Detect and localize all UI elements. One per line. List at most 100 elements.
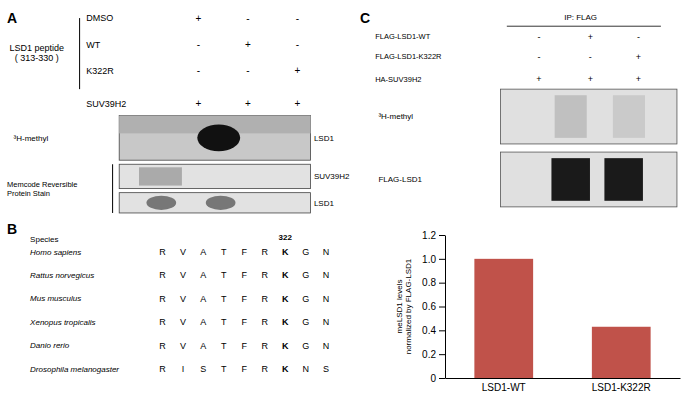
condition-sign: - xyxy=(537,32,540,42)
blot-label: ³H-methyl xyxy=(378,112,413,121)
residue: F xyxy=(242,270,248,280)
row-label: FLAG-LSD1-WT xyxy=(375,32,430,41)
residue: K xyxy=(282,270,289,280)
y-axis-line xyxy=(445,236,446,379)
blot xyxy=(119,116,310,161)
residue: N xyxy=(302,364,309,374)
residue: N xyxy=(323,294,330,304)
residue: S xyxy=(200,364,206,374)
blot xyxy=(119,193,310,213)
y-tick-mark xyxy=(439,235,445,236)
condition-sign: + xyxy=(245,98,251,109)
panel-a: ALSD1 peptide( 313-330 )DMSO+--WT-+-K322… xyxy=(7,10,350,213)
y-tick-mark xyxy=(439,283,445,284)
species-name: Danio rerio xyxy=(30,341,70,350)
species-name: Xenopus tropicalis xyxy=(29,318,95,327)
y-tick-label: 0.2 xyxy=(422,349,436,360)
residue: F xyxy=(242,317,248,327)
y-tick-label: 0.8 xyxy=(422,277,436,288)
condition-sign: + xyxy=(245,39,251,50)
condition-sign: - xyxy=(589,52,592,62)
blot-band xyxy=(139,167,182,185)
blot-band xyxy=(146,196,176,210)
y-tick: 0.2 xyxy=(422,349,445,360)
blot-label: ³H-methyl xyxy=(14,134,49,143)
residue: R xyxy=(261,270,268,280)
condition-sign: - xyxy=(246,65,249,76)
residue: K xyxy=(282,247,289,257)
condition-sign: + xyxy=(195,98,201,109)
condition-sign: + xyxy=(588,74,593,84)
residue: R xyxy=(261,341,268,351)
x-axis-line xyxy=(446,378,681,379)
residue: A xyxy=(200,341,206,351)
residue: R xyxy=(261,247,268,257)
x-tick: LSD1-WT xyxy=(482,382,526,393)
residue: R xyxy=(159,294,166,304)
residue: F xyxy=(242,247,248,257)
row-label: HA-SUV39H2 xyxy=(375,75,421,84)
residue: T xyxy=(221,294,227,304)
residue: S xyxy=(323,364,329,374)
y-tick: 1.0 xyxy=(422,254,445,265)
y-axis: 00.20.40.60.81.01.2 xyxy=(422,230,445,384)
y-tick-label: 0.6 xyxy=(422,301,436,312)
residue: F xyxy=(242,364,248,374)
y-tick-label: 0 xyxy=(430,373,436,384)
species-name: Mus musculus xyxy=(30,294,81,303)
residue: A xyxy=(200,270,206,280)
y-tick-mark xyxy=(439,354,445,355)
y-tick-label: 1.2 xyxy=(422,230,436,241)
condition-sign: - xyxy=(296,39,299,50)
x-tick-label: LSD1-WT xyxy=(482,382,526,393)
condition-sign: + xyxy=(636,74,641,84)
residue: K xyxy=(282,317,289,327)
panel-label: B xyxy=(7,221,17,237)
condition-sign: + xyxy=(195,13,201,24)
condition-sign: + xyxy=(588,32,593,42)
residue: R xyxy=(159,270,166,280)
condition-sign: - xyxy=(197,65,200,76)
y-tick-mark xyxy=(439,378,445,379)
residue: I xyxy=(182,364,185,374)
blot xyxy=(500,152,677,207)
species-name: Rattus norvegicus xyxy=(30,271,94,280)
bracket xyxy=(79,18,80,89)
panel-label: A xyxy=(7,10,17,26)
residue: V xyxy=(180,270,186,280)
residue-number: 322 xyxy=(279,233,293,242)
condition-sign: + xyxy=(294,98,300,109)
residue: R xyxy=(261,294,268,304)
residue: R xyxy=(159,247,166,257)
residue: F xyxy=(242,341,248,351)
residue: V xyxy=(180,294,186,304)
overline xyxy=(507,26,661,27)
y-tick-mark xyxy=(439,330,445,331)
condition-sign: + xyxy=(636,52,641,62)
residue: R xyxy=(261,364,268,374)
residue: A xyxy=(200,317,206,327)
ip-label: IP: FLAG xyxy=(564,13,597,22)
condition-sign: - xyxy=(197,39,200,50)
bracket xyxy=(112,164,113,213)
species-name: Homo sapiens xyxy=(30,248,81,257)
residue: K xyxy=(282,364,289,374)
residue: R xyxy=(159,341,166,351)
row-label: SUV39H2 xyxy=(86,99,126,109)
blot-band xyxy=(604,158,643,201)
y-tick-mark xyxy=(439,259,445,260)
row-label: DMSO xyxy=(86,13,113,23)
residue: A xyxy=(200,294,206,304)
residue: N xyxy=(323,341,330,351)
residue: N xyxy=(323,317,330,327)
residue: G xyxy=(302,294,309,304)
residue: R xyxy=(159,317,166,327)
panel-b: BSpecies322Homo sapiensRVATFRKGNRattus n… xyxy=(7,221,329,374)
residue: T xyxy=(221,364,227,374)
y-axis-title-group: meLSD1 levelsnormalized by FLAG-LSD1 xyxy=(395,258,413,354)
condition-sign: - xyxy=(637,32,640,42)
row-group-label: LSD1 peptide( 313-330 ) xyxy=(9,43,64,63)
blot-band xyxy=(613,95,645,138)
residue: N xyxy=(323,270,330,280)
blot xyxy=(119,164,310,188)
